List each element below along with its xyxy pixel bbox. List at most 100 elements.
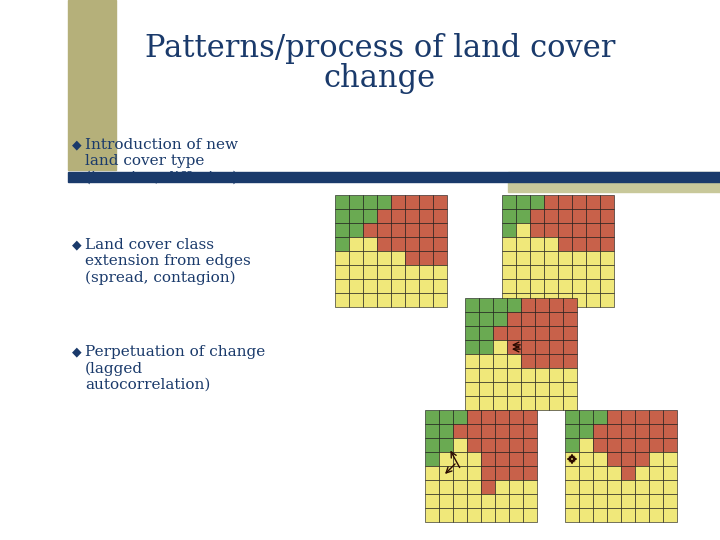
Bar xyxy=(535,298,549,312)
Bar xyxy=(502,293,516,307)
Bar xyxy=(479,368,493,382)
Bar xyxy=(479,298,493,312)
Bar xyxy=(465,354,479,368)
Bar xyxy=(481,452,495,466)
Bar xyxy=(565,452,579,466)
Bar xyxy=(516,265,530,279)
Bar xyxy=(607,424,621,438)
Bar xyxy=(363,237,377,251)
Bar xyxy=(377,279,391,293)
Bar xyxy=(572,293,586,307)
Bar xyxy=(493,396,507,410)
Bar xyxy=(635,424,649,438)
Bar xyxy=(572,265,586,279)
Bar xyxy=(349,195,363,209)
Bar xyxy=(572,209,586,223)
Bar xyxy=(467,508,481,522)
Bar xyxy=(405,293,419,307)
Bar xyxy=(502,209,516,223)
Bar xyxy=(507,298,521,312)
Bar xyxy=(433,223,447,237)
Bar xyxy=(635,410,649,424)
Bar xyxy=(335,293,349,307)
Bar xyxy=(579,452,593,466)
Bar xyxy=(335,251,349,265)
Bar xyxy=(600,223,614,237)
Bar xyxy=(516,279,530,293)
Bar xyxy=(467,480,481,494)
Bar xyxy=(481,508,495,522)
Bar xyxy=(502,279,516,293)
Bar xyxy=(586,195,600,209)
Bar xyxy=(68,172,720,182)
Bar xyxy=(433,251,447,265)
Bar xyxy=(509,466,523,480)
Bar xyxy=(502,251,516,265)
Bar xyxy=(465,368,479,382)
Bar xyxy=(453,466,467,480)
Bar xyxy=(635,508,649,522)
Bar xyxy=(391,251,405,265)
Bar xyxy=(335,237,349,251)
Text: Patterns/process of land cover: Patterns/process of land cover xyxy=(145,32,615,64)
Bar xyxy=(649,466,663,480)
Bar xyxy=(535,368,549,382)
Bar xyxy=(507,326,521,340)
Bar xyxy=(593,438,607,452)
Bar xyxy=(509,480,523,494)
Bar xyxy=(607,410,621,424)
Bar xyxy=(419,195,433,209)
Bar xyxy=(579,438,593,452)
Bar xyxy=(502,265,516,279)
Bar xyxy=(508,172,720,192)
Bar xyxy=(621,480,635,494)
Bar xyxy=(516,195,530,209)
Bar xyxy=(544,279,558,293)
Bar xyxy=(465,382,479,396)
Bar xyxy=(493,312,507,326)
Bar xyxy=(516,251,530,265)
Bar xyxy=(419,209,433,223)
Text: ◆: ◆ xyxy=(72,345,81,358)
Bar xyxy=(467,452,481,466)
Bar xyxy=(558,279,572,293)
Bar xyxy=(572,195,586,209)
Bar xyxy=(377,251,391,265)
Bar xyxy=(509,410,523,424)
Bar xyxy=(621,508,635,522)
Bar xyxy=(507,312,521,326)
Bar xyxy=(453,452,467,466)
Bar xyxy=(377,195,391,209)
Bar xyxy=(521,396,535,410)
Bar xyxy=(521,326,535,340)
Bar xyxy=(565,480,579,494)
Bar xyxy=(516,293,530,307)
Bar xyxy=(607,508,621,522)
Bar xyxy=(377,293,391,307)
Bar xyxy=(579,480,593,494)
Bar xyxy=(565,466,579,480)
Bar xyxy=(563,298,577,312)
Bar xyxy=(593,424,607,438)
Bar xyxy=(433,209,447,223)
Bar xyxy=(558,195,572,209)
Bar xyxy=(493,298,507,312)
Bar xyxy=(621,410,635,424)
Bar xyxy=(439,438,453,452)
Bar xyxy=(495,438,509,452)
Bar xyxy=(391,209,405,223)
Bar xyxy=(572,237,586,251)
Bar xyxy=(495,508,509,522)
Bar xyxy=(377,237,391,251)
Bar xyxy=(419,265,433,279)
Bar xyxy=(544,265,558,279)
Bar xyxy=(649,494,663,508)
Bar xyxy=(439,410,453,424)
Bar xyxy=(439,466,453,480)
Bar xyxy=(586,237,600,251)
Bar xyxy=(405,209,419,223)
Bar xyxy=(530,195,544,209)
Bar xyxy=(493,368,507,382)
Bar xyxy=(530,279,544,293)
Bar xyxy=(502,195,516,209)
